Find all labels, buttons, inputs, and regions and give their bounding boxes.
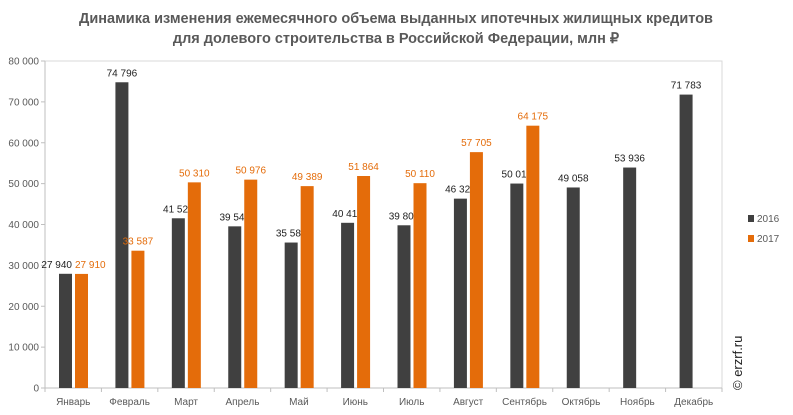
data-label-2017: 27 910	[75, 260, 106, 271]
x-tick-label: Январь	[56, 397, 90, 408]
x-tick-label: Февраль	[109, 397, 150, 408]
bar-2016	[59, 273, 72, 388]
bar-2016	[341, 222, 355, 388]
data-label-2016: 39 548	[219, 212, 250, 223]
data-label-2016: 49 058	[558, 173, 589, 184]
bar-2017	[469, 152, 483, 388]
x-tick-label: Сентябрь	[502, 396, 547, 408]
legend-swatch	[748, 235, 754, 242]
y-tick-label: 10 000	[8, 343, 39, 354]
data-label-2016: 53 936	[614, 154, 645, 165]
y-tick-label: 60 000	[8, 138, 39, 149]
bar-2016	[115, 82, 129, 388]
chart-title-line-1: Динамика изменения ежемесячного объема в…	[79, 11, 713, 27]
bar-2016	[397, 225, 411, 388]
bar-2017	[300, 186, 314, 388]
data-label-2017: 50 110	[405, 169, 435, 180]
bar-2017	[357, 176, 371, 388]
x-tick-label: Октябрь	[562, 396, 601, 408]
x-tick-label: Июнь	[343, 397, 368, 408]
data-label-2017: 33 587	[123, 237, 154, 248]
y-tick-label: 20 000	[8, 302, 39, 313]
legend-label: 2016	[757, 214, 780, 225]
x-tick-label: Декабрь	[674, 396, 713, 408]
bar-2016	[453, 198, 467, 388]
data-label-2016: 50 019	[502, 170, 533, 181]
data-label-2017: 51 864	[348, 162, 379, 173]
data-label-2016: 71 783	[671, 81, 702, 92]
data-label-2017: 49 389	[292, 172, 323, 183]
y-tick-label: 40 000	[8, 220, 39, 231]
data-label-2016: 40 414	[332, 209, 363, 220]
bar-2016	[566, 187, 580, 388]
data-label-2017: 50 310	[179, 168, 210, 179]
x-tick-label: Август	[453, 397, 484, 408]
x-tick-label: Апрель	[225, 397, 259, 408]
y-tick-label: 50 000	[8, 179, 39, 190]
bar-2016	[228, 226, 242, 388]
chart-title-line-2: для долевого строительства в Российской …	[173, 31, 620, 47]
y-tick-label: 0	[33, 384, 39, 395]
x-tick-label: Май	[289, 397, 309, 408]
data-label-2016: 41 521	[163, 204, 194, 215]
data-label-2016: 35 587	[276, 229, 307, 240]
data-label-2016: 74 796	[107, 68, 138, 79]
bar-2017	[244, 179, 258, 388]
data-label-2016: 39 809	[389, 211, 420, 222]
data-label-2017: 64 175	[518, 112, 549, 123]
data-label-2017: 50 976	[235, 166, 266, 177]
bar-2016	[510, 183, 524, 388]
legend-swatch	[748, 215, 754, 222]
bar-2017	[413, 183, 427, 388]
watermark: © erzrf.ru	[730, 336, 745, 390]
bar-2017	[187, 182, 201, 388]
bar-2017	[75, 273, 88, 388]
data-label-2016: 46 327	[445, 185, 476, 196]
bar-2017	[526, 125, 540, 388]
data-label-2017: 57 705	[461, 138, 492, 149]
x-tick-label: Ноябрь	[620, 396, 655, 408]
data-label-2016: 27 940	[41, 260, 72, 271]
y-tick-label: 30 000	[8, 261, 39, 272]
y-tick-label: 70 000	[8, 97, 39, 108]
bar-2016	[679, 94, 693, 389]
bar-2016	[171, 218, 185, 388]
x-tick-label: Июль	[399, 397, 425, 408]
bar-2017	[131, 250, 145, 388]
y-tick-label: 80 000	[8, 57, 39, 68]
bar-2016	[284, 242, 298, 388]
plot-area	[44, 60, 723, 389]
bar-2016	[623, 167, 637, 388]
legend-label: 2017	[757, 234, 780, 245]
x-tick-label: Март	[174, 397, 198, 408]
